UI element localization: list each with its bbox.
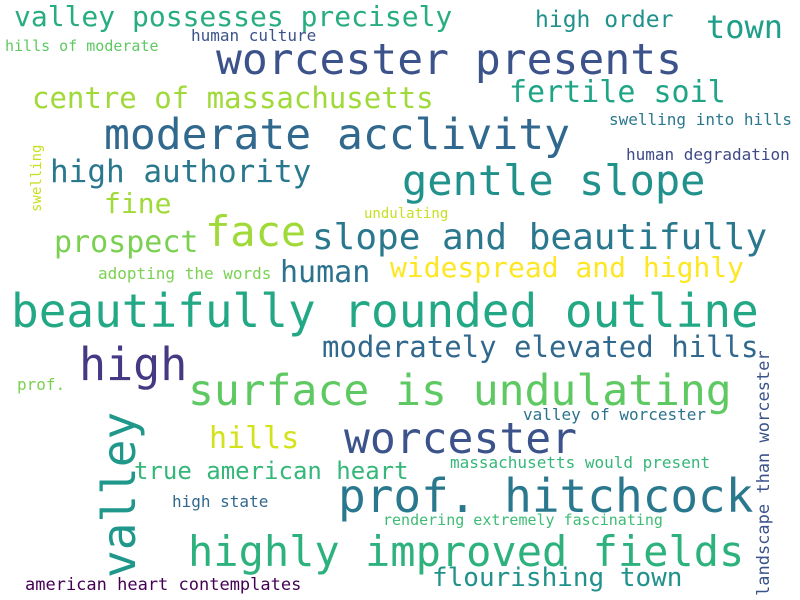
word: prof. hitchcock <box>338 469 754 523</box>
word: true american heart <box>134 457 409 485</box>
word: beautifully rounded outline <box>11 284 759 338</box>
word: town <box>706 8 784 46</box>
word: prof. <box>17 375 66 394</box>
word: hills <box>209 421 300 456</box>
word: surface is undulating <box>188 366 732 416</box>
word: gentle slope <box>402 156 706 205</box>
word: high authority <box>50 154 312 190</box>
word: valley possesses precisely <box>14 0 453 33</box>
word: hills of moderate <box>5 37 159 55</box>
word: fine <box>104 187 172 220</box>
word: landscape than worcester <box>754 350 774 596</box>
word: human <box>280 255 371 290</box>
word: swelling <box>29 144 45 212</box>
word: rendering extremely fascinating <box>383 511 663 529</box>
word: american heart contemplates <box>25 575 302 595</box>
word: human culture <box>191 26 317 45</box>
word: adopting the words <box>98 264 272 283</box>
word: massachusetts would present <box>450 453 711 472</box>
word: worcester <box>344 414 577 464</box>
word: centre of massachusetts <box>32 81 434 115</box>
word: undulating <box>364 206 449 222</box>
word: moderate acclivity <box>104 110 570 160</box>
word: fertile soil <box>509 75 726 110</box>
word: valley of worcester <box>523 405 707 424</box>
word: highly improved fields <box>188 527 745 576</box>
word: high order <box>535 7 674 33</box>
word: worcester presents <box>216 35 682 85</box>
word: valley <box>92 411 146 578</box>
word: human degradation <box>626 145 790 164</box>
word: prospect <box>54 225 199 260</box>
word: high state <box>172 492 269 511</box>
word: moderately elevated hills <box>322 330 759 364</box>
word: swelling into hills <box>609 110 793 129</box>
word: widespread and highly <box>390 251 745 284</box>
word: high <box>79 338 188 391</box>
word: flourishing town <box>432 563 683 593</box>
word: face <box>205 207 307 256</box>
word: slope and beautifully <box>312 217 768 258</box>
